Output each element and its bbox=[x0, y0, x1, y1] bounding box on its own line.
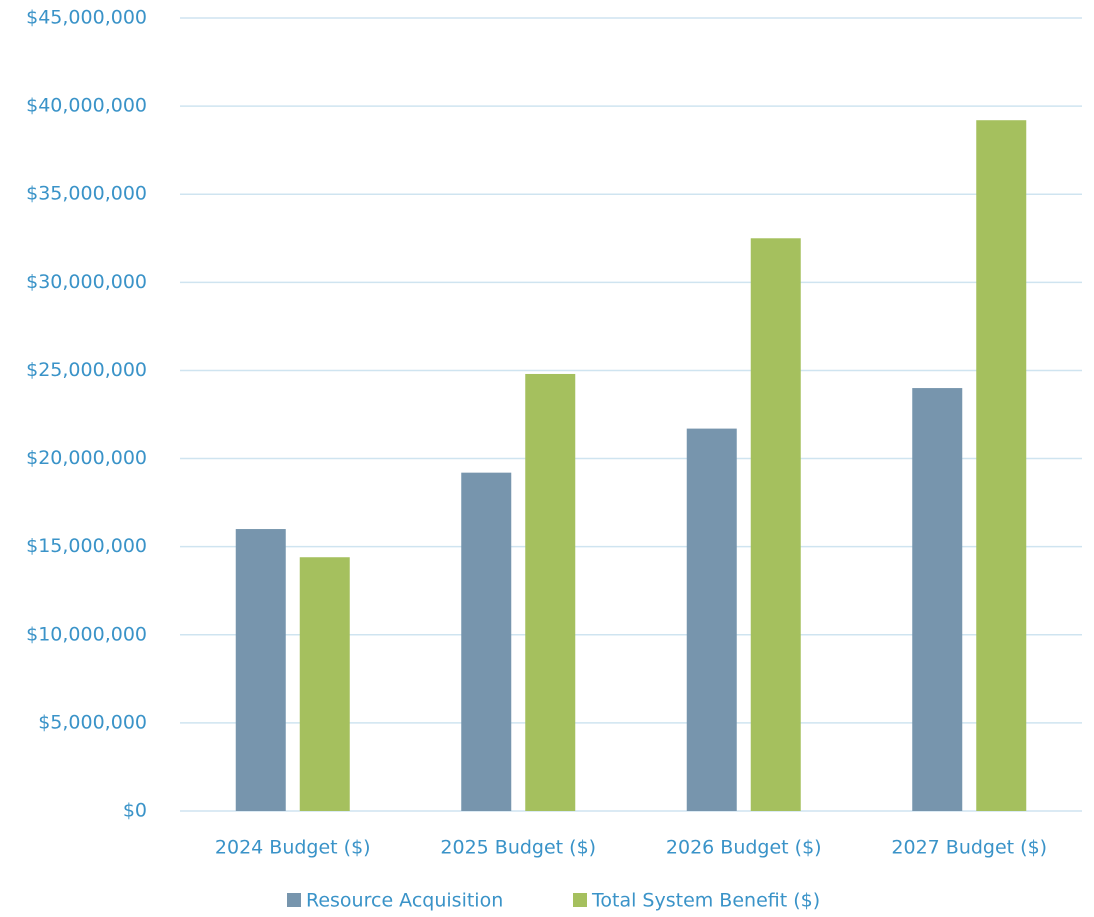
y-tick-label: $35,000,000 bbox=[26, 183, 147, 205]
y-tick-label: $15,000,000 bbox=[26, 535, 147, 557]
bar bbox=[750, 238, 801, 811]
bar bbox=[299, 557, 350, 811]
x-tick-label: 2026 Budget ($) bbox=[666, 837, 822, 859]
y-tick-label: $30,000,000 bbox=[26, 271, 147, 293]
x-tick-label: 2025 Budget ($) bbox=[440, 837, 596, 859]
bar bbox=[912, 388, 963, 811]
bar bbox=[525, 373, 576, 811]
bar bbox=[976, 120, 1027, 812]
legend-label: Resource Acquisition bbox=[306, 890, 503, 912]
y-tick-label: $40,000,000 bbox=[26, 95, 147, 117]
legend-swatch bbox=[287, 893, 301, 907]
legend-swatch bbox=[573, 893, 587, 907]
y-tick-label: $20,000,000 bbox=[26, 447, 147, 469]
x-tick-label: 2024 Budget ($) bbox=[215, 837, 371, 859]
x-tick-label: 2027 Budget ($) bbox=[891, 837, 1047, 859]
bar bbox=[461, 472, 512, 811]
y-tick-label: $25,000,000 bbox=[26, 359, 147, 381]
bar bbox=[686, 428, 737, 811]
bar bbox=[235, 529, 286, 811]
y-tick-label: $45,000,000 bbox=[26, 7, 147, 29]
y-tick-label: $5,000,000 bbox=[38, 711, 147, 733]
y-tick-label: $10,000,000 bbox=[26, 623, 147, 645]
y-tick-label: $0 bbox=[123, 800, 147, 822]
legend-label: Total System Benefit ($) bbox=[591, 890, 820, 912]
